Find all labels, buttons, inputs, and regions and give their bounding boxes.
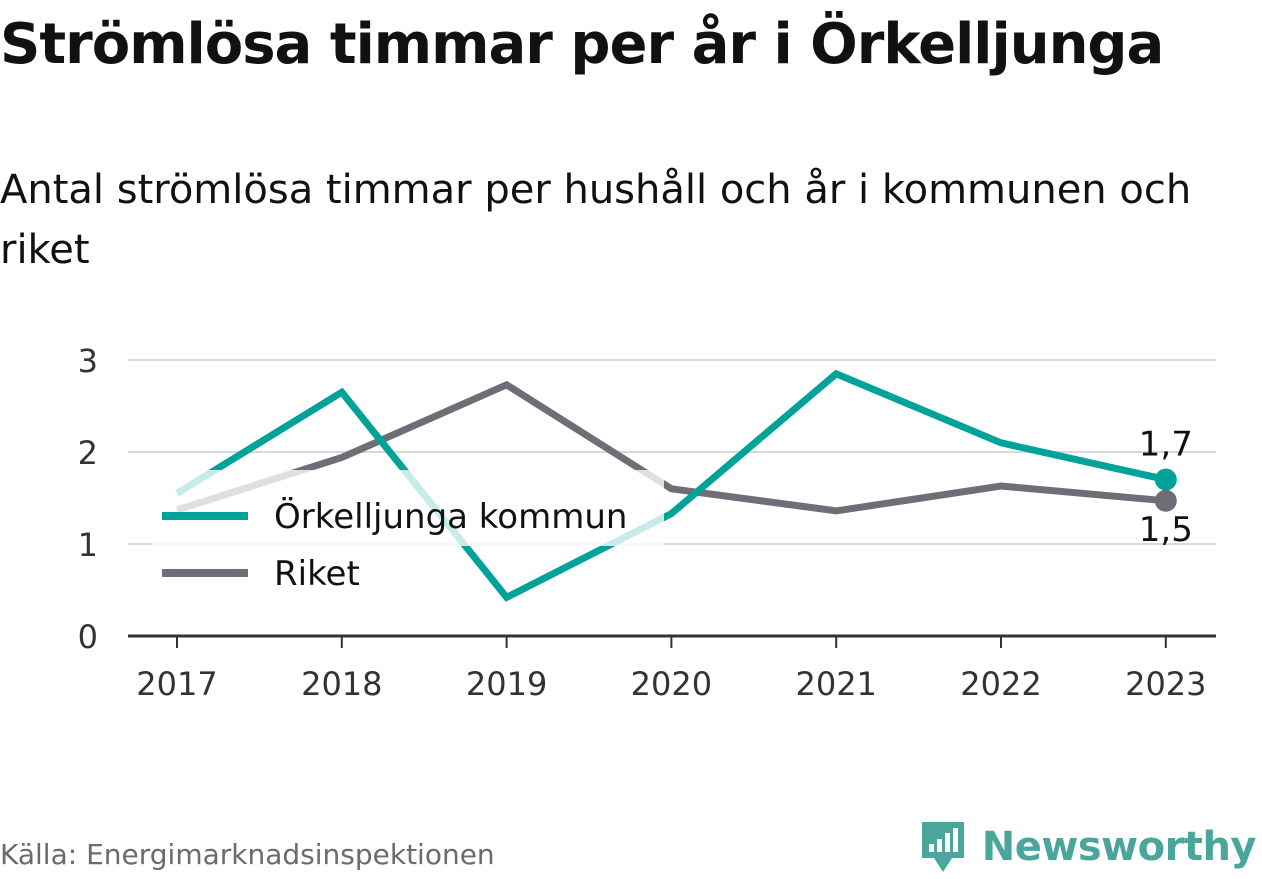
end-point-kommun <box>1154 468 1177 491</box>
end-label-riket: 1,5 <box>1139 510 1193 550</box>
x-tick-label: 2020 <box>631 665 712 703</box>
x-tick-label: 2021 <box>795 665 876 703</box>
series-line-riket <box>175 380 1167 515</box>
chart-subtitle: Antal strömlösa timmar per hushåll och å… <box>0 167 1192 273</box>
y-tick-label: 1 <box>78 526 98 564</box>
source-note: Källa: Energimarknadsinspektionen <box>0 838 495 871</box>
series-line-kommun <box>175 369 1167 602</box>
y-tick-label: 2 <box>78 434 98 472</box>
legend-backdrop <box>152 470 664 546</box>
x-tick-label: 2023 <box>1125 665 1206 703</box>
newsworthy-logo-icon <box>921 822 964 872</box>
x-tick-label: 2022 <box>960 665 1041 703</box>
end-point-riket <box>1154 489 1177 512</box>
legend: Örkelljunga kommun Riket <box>152 470 664 594</box>
series-lines <box>175 369 1167 602</box>
y-tick-label: 0 <box>78 618 98 656</box>
end-label-kommun: 1,7 <box>1139 425 1193 465</box>
x-tick-label: 2017 <box>136 665 217 703</box>
x-tick-label: 2019 <box>466 665 547 703</box>
x-tick-label: 2018 <box>301 665 382 703</box>
legend-label-riket: Riket <box>274 554 360 594</box>
x-axis: 2017 2018 2019 2020 2021 2022 2023 <box>128 634 1216 703</box>
brand-name: Newsworthy <box>981 824 1257 870</box>
y-tick-label: 3 <box>78 342 98 380</box>
brand-logo: Newsworthy <box>918 818 1257 876</box>
chart-title: Strömlösa timmar per år i Örkelljunga <box>0 12 1164 77</box>
y-axis-tick-labels: 0 1 2 3 <box>78 342 98 656</box>
end-labels: 1,7 1,5 <box>1139 425 1193 550</box>
legend-label-kommun: Örkelljunga kommun <box>274 496 627 537</box>
